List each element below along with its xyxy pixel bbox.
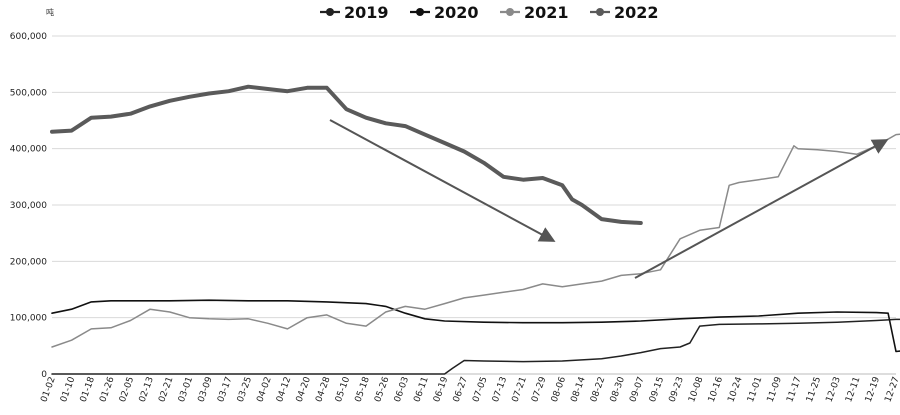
x-tick-label: 08-22 bbox=[589, 376, 607, 404]
x-tick-label: 04-02 bbox=[255, 376, 273, 404]
x-tick-label: 03-01 bbox=[177, 376, 195, 404]
legend-swatch-marker bbox=[506, 8, 514, 16]
y-tick-label: 100,000 bbox=[10, 314, 47, 324]
series-line-2020 bbox=[51, 299, 900, 353]
legend-label: 2021 bbox=[524, 3, 569, 22]
x-tick-label: 07-21 bbox=[511, 376, 529, 404]
x-tick-label: 12-11 bbox=[844, 376, 862, 404]
x-tick-label: 12-03 bbox=[825, 376, 843, 404]
legend-swatch-marker bbox=[416, 8, 424, 16]
x-tick-label: 07-13 bbox=[491, 376, 509, 404]
x-tick-label: 09-23 bbox=[668, 376, 686, 404]
x-tick-label: 11-09 bbox=[766, 375, 784, 403]
legend-swatch-marker bbox=[326, 8, 334, 16]
x-tick-label: 09-07 bbox=[628, 376, 646, 404]
x-tick-label: 07-29 bbox=[530, 375, 548, 403]
x-tick-label: 12-19 bbox=[864, 375, 882, 403]
x-axis: 01-02 01-10 01-18 01-26 02-05 02-13 02-21 03-01… bbox=[39, 375, 900, 403]
y-tick-label: 0 bbox=[41, 370, 47, 380]
x-tick-label: 05-10 bbox=[334, 375, 352, 403]
x-tick-label: 03-17 bbox=[216, 376, 234, 404]
x-tick-label: 11-25 bbox=[805, 376, 823, 404]
x-tick-label: 01-26 bbox=[98, 375, 116, 403]
y-axis-unit: 吨 bbox=[46, 7, 54, 17]
x-tick-label: 10-08 bbox=[687, 375, 705, 403]
x-tick-label: 01-18 bbox=[79, 375, 97, 403]
y-tick-label: 600,000 bbox=[10, 32, 47, 42]
x-tick-label: 10-16 bbox=[707, 375, 725, 403]
x-tick-label: 08-06 bbox=[550, 375, 568, 403]
downtrend-arrow bbox=[329, 119, 556, 242]
x-tick-label: 05-26 bbox=[373, 375, 391, 403]
legend-label: 2019 bbox=[344, 3, 389, 22]
x-tick-label: 02-05 bbox=[118, 376, 136, 404]
legend: 2019 2020 2021 2022 bbox=[320, 3, 659, 22]
x-tick-label: 12-27 bbox=[883, 376, 900, 404]
x-tick-label: 06-11 bbox=[412, 376, 430, 404]
legend-item-2020: 2020 bbox=[410, 3, 479, 22]
series-line-2021 bbox=[51, 133, 900, 348]
legend-item-2022: 2022 bbox=[590, 3, 659, 22]
x-tick-label: 09-15 bbox=[648, 376, 666, 404]
x-tick-label: 11-01 bbox=[746, 376, 764, 404]
x-tick-label: 07-05 bbox=[471, 376, 489, 404]
x-tick-label: 04-20 bbox=[295, 375, 313, 403]
y-axis: 0 100,000 200,000 300,000 400,000 500,000 600,… bbox=[10, 32, 47, 380]
x-tick-label: 04-12 bbox=[275, 376, 293, 404]
legend-item-2019: 2019 bbox=[320, 3, 389, 22]
x-tick-label: 06-03 bbox=[393, 376, 411, 404]
legend-label: 2020 bbox=[434, 3, 479, 22]
x-tick-label: 04-28 bbox=[314, 375, 332, 403]
x-tick-label: 11-17 bbox=[785, 376, 803, 404]
x-tick-label: 03-09 bbox=[196, 375, 214, 403]
y-tick-label: 300,000 bbox=[10, 201, 47, 211]
x-tick-label: 02-21 bbox=[157, 376, 175, 404]
x-tick-label: 08-30 bbox=[609, 375, 627, 403]
annotations bbox=[329, 119, 889, 279]
uptrend-arrow bbox=[634, 139, 889, 279]
x-tick-label: 06-19 bbox=[432, 375, 450, 403]
x-tick-label: 01-10 bbox=[59, 375, 77, 403]
series-line-2019 bbox=[51, 318, 900, 375]
x-tick-label: 08-14 bbox=[569, 375, 587, 403]
legend-swatch-marker bbox=[596, 8, 604, 16]
x-tick-label: 06-27 bbox=[452, 376, 470, 404]
legend-label: 2022 bbox=[614, 3, 659, 22]
series-line-2022 bbox=[50, 84, 643, 225]
series-group bbox=[50, 84, 900, 375]
y-tick-label: 500,000 bbox=[10, 88, 47, 98]
x-tick-label: 10-24 bbox=[726, 375, 744, 403]
x-tick-label: 02-13 bbox=[138, 376, 156, 404]
x-tick-label: 05-18 bbox=[354, 375, 372, 403]
x-tick-label: 03-25 bbox=[236, 376, 254, 404]
legend-item-2021: 2021 bbox=[500, 3, 569, 22]
y-tick-label: 400,000 bbox=[10, 145, 47, 155]
y-tick-label: 200,000 bbox=[10, 257, 47, 267]
